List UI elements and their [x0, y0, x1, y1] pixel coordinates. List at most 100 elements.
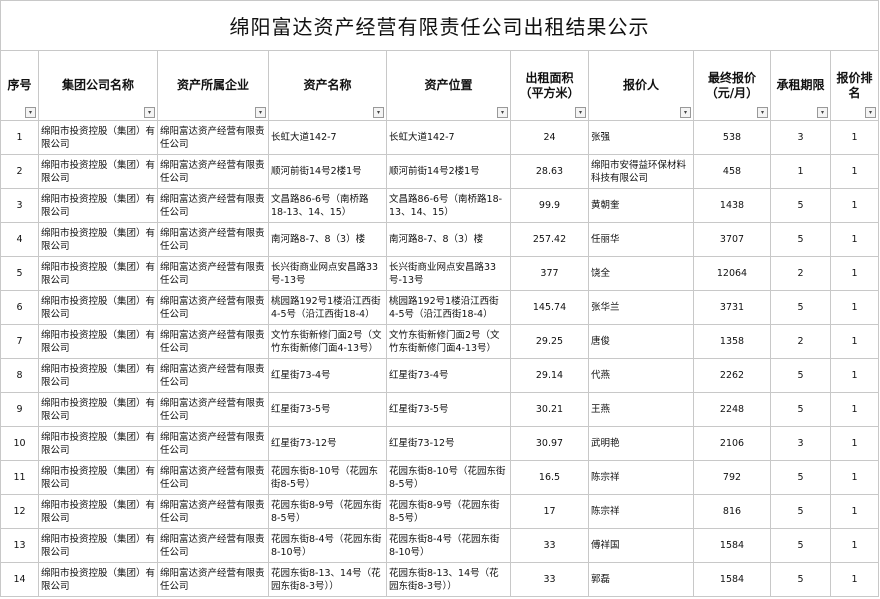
filter-button[interactable]: ▾ [865, 107, 876, 118]
table-cell: 绵阳市安得益环保材料科技有限公司 [588, 154, 694, 189]
table-cell: 3 [770, 426, 831, 461]
table-cell: 红星街73-5号 [268, 392, 387, 427]
table-cell: 桃园路192号1楼沿江西街4-5号（沿江西街18-4） [268, 290, 387, 325]
table-cell: 11 [0, 460, 39, 495]
table-cell: 顺河前街14号2楼1号 [268, 154, 387, 189]
table-cell: 2248 [693, 392, 771, 427]
column-header: 序号 ▾ [0, 50, 39, 121]
table-row: 1 绵阳市投资控股（集团）有限公司 绵阳富达资产经营有限责任公司 长虹大道142-7 长… [0, 120, 879, 155]
table-cell: 绵阳市投资控股（集团）有限公司 [38, 392, 158, 427]
filter-button[interactable]: ▾ [817, 107, 828, 118]
table-cell: 张强 [588, 120, 694, 155]
table-cell: 1 [830, 324, 879, 359]
filter-button[interactable]: ▾ [497, 107, 508, 118]
table-cell: 99.9 [510, 188, 589, 223]
table-cell: 29.14 [510, 358, 589, 393]
table-cell: 28.63 [510, 154, 589, 189]
table-cell: 7 [0, 324, 39, 359]
table-cell: 5 [770, 562, 831, 597]
table-cell: 1 [830, 528, 879, 563]
header-text: 报价人 [622, 78, 659, 92]
table-cell: 1 [0, 120, 39, 155]
table-cell: 792 [693, 460, 771, 495]
table-cell: 南河路8-7、8（3）楼 [268, 222, 387, 257]
table-cell: 饶全 [588, 256, 694, 291]
table-cell: 1 [830, 562, 879, 597]
filter-button[interactable]: ▾ [144, 107, 155, 118]
table-row: 13 绵阳市投资控股（集团）有限公司 绵阳富达资产经营有限责任公司 花园东街8-4号（… [0, 528, 879, 563]
table-cell: 张华兰 [588, 290, 694, 325]
table-cell: 绵阳市投资控股（集团）有限公司 [38, 290, 158, 325]
table-row: 9 绵阳市投资控股（集团）有限公司 绵阳富达资产经营有限责任公司 红星街73-5号 红星… [0, 392, 879, 427]
table-cell: 陈宗祥 [588, 460, 694, 495]
table-cell: 1 [830, 358, 879, 393]
filter-button[interactable]: ▾ [373, 107, 384, 118]
filter-button[interactable]: ▾ [255, 107, 266, 118]
table-cell: 377 [510, 256, 589, 291]
table-cell: 3 [770, 120, 831, 155]
table-cell: 王燕 [588, 392, 694, 427]
table-row: 3 绵阳市投资控股（集团）有限公司 绵阳富达资产经营有限责任公司 文昌路86-6号（南… [0, 188, 879, 223]
table-cell: 红星街73-4号 [386, 358, 511, 393]
table-row: 8 绵阳市投资控股（集团）有限公司 绵阳富达资产经营有限责任公司 红星街73-4号 红星… [0, 358, 879, 393]
table-cell: 代燕 [588, 358, 694, 393]
column-header: 集团公司名称 ▾ [38, 50, 158, 121]
table-cell: 2 [0, 154, 39, 189]
table-cell: 绵阳市投资控股（集团）有限公司 [38, 256, 158, 291]
table-cell: 黄朝奎 [588, 188, 694, 223]
table-cell: 绵阳市投资控股（集团）有限公司 [38, 222, 158, 257]
table-cell: 长兴街商业网点安昌路33号-13号 [386, 256, 511, 291]
table-cell: 绵阳市投资控股（集团）有限公司 [38, 460, 158, 495]
table-cell: 红星街73-4号 [268, 358, 387, 393]
table-cell: 绵阳富达资产经营有限责任公司 [157, 562, 269, 597]
table-cell: 5 [770, 392, 831, 427]
table-cell: 花园东街8-4号（花园东街8-10号） [386, 528, 511, 563]
table-cell: 2106 [693, 426, 771, 461]
filter-button[interactable]: ▾ [757, 107, 768, 118]
table-cell: 绵阳富达资产经营有限责任公司 [157, 358, 269, 393]
table-cell: 2 [770, 324, 831, 359]
table-row: 2 绵阳市投资控股（集团）有限公司 绵阳富达资产经营有限责任公司 顺河前街14号2楼1… [0, 154, 879, 189]
table-cell: 13 [0, 528, 39, 563]
table-cell: 5 [770, 358, 831, 393]
table-cell: 145.74 [510, 290, 589, 325]
table-cell: 1438 [693, 188, 771, 223]
table-body: 1 绵阳市投资控股（集团）有限公司 绵阳富达资产经营有限责任公司 长虹大道142-7 长… [0, 120, 879, 597]
table-cell: 绵阳富达资产经营有限责任公司 [157, 154, 269, 189]
table-cell: 绵阳富达资产经营有限责任公司 [157, 494, 269, 529]
filter-button[interactable]: ▾ [25, 107, 36, 118]
column-header: 资产位置 ▾ [386, 50, 511, 121]
table-row: 14 绵阳市投资控股（集团）有限公司 绵阳富达资产经营有限责任公司 花园东街8-13、… [0, 562, 879, 597]
table-cell: 绵阳富达资产经营有限责任公司 [157, 256, 269, 291]
table-cell: 3707 [693, 222, 771, 257]
table-cell: 458 [693, 154, 771, 189]
filter-button[interactable]: ▾ [680, 107, 691, 118]
table-cell: 30.21 [510, 392, 589, 427]
table-cell: 8 [0, 358, 39, 393]
table-cell: 绵阳富达资产经营有限责任公司 [157, 188, 269, 223]
table-cell: 3 [0, 188, 39, 223]
filter-button[interactable]: ▾ [575, 107, 586, 118]
table-cell: 绵阳富达资产经营有限责任公司 [157, 392, 269, 427]
table-cell: 3731 [693, 290, 771, 325]
table-cell: 12064 [693, 256, 771, 291]
header-row: 序号 ▾ 集团公司名称 ▾ 资产所属企业 ▾ 资产名称 ▾ 资产位置 ▾ 出租面积（平方米） ▾ 报价人… [0, 50, 879, 121]
table-cell: 花园东街8-9号（花园东街8-5号） [268, 494, 387, 529]
table-cell: 257.42 [510, 222, 589, 257]
table-cell: 绵阳富达资产经营有限责任公司 [157, 426, 269, 461]
table-cell: 红星街73-5号 [386, 392, 511, 427]
table-cell: 1 [830, 222, 879, 257]
table-row: 4 绵阳市投资控股（集团）有限公司 绵阳富达资产经营有限责任公司 南河路8-7、8（3… [0, 222, 879, 257]
table-row: 12 绵阳市投资控股（集团）有限公司 绵阳富达资产经营有限责任公司 花园东街8-9号（… [0, 494, 879, 529]
table-cell: 12 [0, 494, 39, 529]
table-cell: 33 [510, 562, 589, 597]
table-cell: 花园东街8-4号（花园东街8-10号） [268, 528, 387, 563]
table-cell: 5 [770, 460, 831, 495]
header-text: 序号 [7, 78, 32, 92]
header-text: 资产位置 [424, 78, 473, 92]
table-cell: 30.97 [510, 426, 589, 461]
table-cell: 33 [510, 528, 589, 563]
table-cell: 绵阳市投资控股（集团）有限公司 [38, 358, 158, 393]
table-cell: 绵阳富达资产经营有限责任公司 [157, 528, 269, 563]
table-cell: 绵阳市投资控股（集团）有限公司 [38, 120, 158, 155]
